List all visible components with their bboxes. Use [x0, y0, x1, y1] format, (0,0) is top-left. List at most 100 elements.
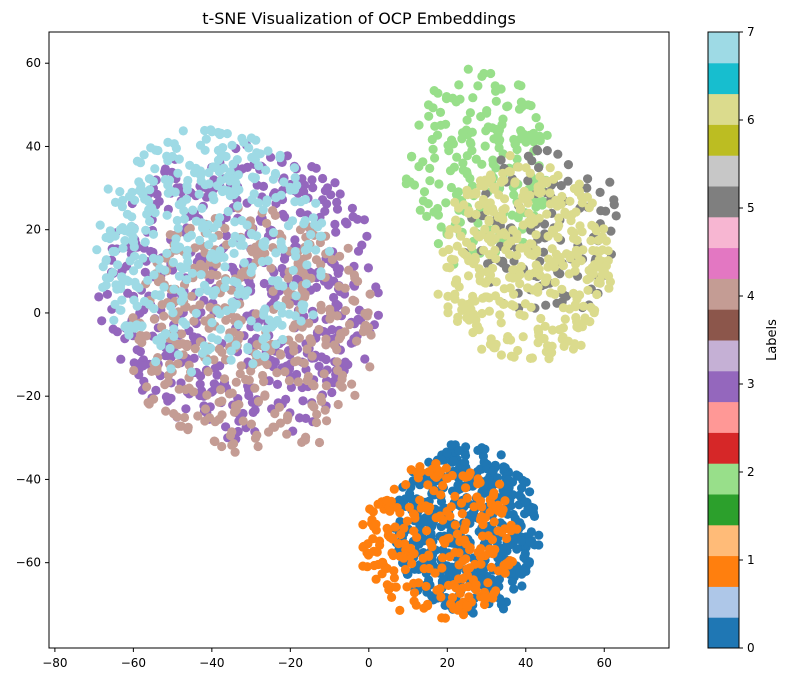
scatter-point: [389, 484, 399, 494]
scatter-point: [251, 309, 261, 319]
scatter-point: [503, 101, 513, 111]
scatter-point: [229, 407, 240, 417]
scatter-point: [385, 532, 395, 542]
scatter-point: [134, 177, 144, 187]
scatter-point: [514, 490, 525, 500]
y-tick-label: 20: [26, 223, 41, 237]
scatter-point: [289, 163, 300, 173]
scatter-point: [271, 339, 281, 349]
scatter-point: [484, 306, 494, 316]
scatter-point: [414, 161, 424, 172]
scatter-point: [260, 390, 270, 400]
scatter-point: [480, 593, 490, 603]
y-tick-label: −40: [16, 472, 41, 486]
scatter-point: [415, 495, 425, 505]
scatter-point: [503, 475, 513, 485]
scatter-point: [433, 239, 443, 249]
scatter-point: [160, 380, 170, 390]
scatter-point: [233, 320, 243, 330]
scatter-point: [496, 350, 506, 360]
scatter-point: [126, 221, 137, 231]
scatter-point: [576, 191, 587, 202]
scatter-point: [489, 517, 499, 527]
scatter-point: [169, 284, 179, 294]
scatter-point: [486, 562, 496, 573]
scatter-point: [194, 287, 204, 297]
scatter-point: [553, 149, 563, 159]
scatter-point: [473, 218, 483, 228]
scatter-point: [226, 355, 236, 365]
scatter-point: [446, 440, 456, 450]
scatter-point: [137, 337, 147, 348]
scatter-point: [248, 407, 258, 417]
scatter-point: [190, 344, 200, 354]
scatter-point: [207, 318, 217, 328]
scatter-point: [239, 267, 249, 277]
scatter-point: [166, 186, 176, 196]
scatter-point: [242, 220, 252, 230]
scatter-point: [344, 319, 355, 330]
scatter-point: [577, 227, 587, 237]
scatter-point: [322, 416, 332, 426]
scatter-point: [533, 185, 543, 196]
scatter-point: [282, 415, 292, 425]
scatter-point: [263, 146, 273, 156]
scatter-point: [174, 271, 184, 281]
scatter-point: [174, 154, 184, 164]
scatter-point: [230, 447, 240, 457]
scatter-point: [452, 241, 462, 251]
scatter-point: [551, 195, 561, 205]
colorbar-segment: [708, 494, 739, 526]
scatter-point: [490, 81, 500, 91]
scatter-point: [278, 334, 288, 345]
scatter-point: [315, 231, 325, 241]
colorbar-segment: [708, 586, 739, 618]
scatter-point: [212, 335, 223, 345]
scatter-point: [110, 197, 121, 207]
scatter-point: [302, 260, 312, 270]
scatter-point: [220, 262, 230, 272]
scatter-point: [243, 345, 253, 355]
scatter-point: [442, 473, 452, 483]
scatter-point: [281, 394, 291, 404]
scatter-point: [229, 439, 239, 449]
scatter-point: [399, 553, 409, 563]
scatter-point: [169, 324, 179, 334]
scatter-point: [320, 405, 330, 415]
scatter-point: [508, 225, 518, 235]
scatter-point: [363, 263, 373, 273]
scatter-point: [268, 422, 278, 432]
scatter-point: [362, 311, 372, 321]
scatter-point: [526, 101, 536, 111]
scatter-point: [321, 334, 331, 344]
scatter-point: [155, 263, 165, 273]
scatter-point: [117, 295, 127, 305]
scatter-point: [519, 311, 529, 321]
scatter-point: [406, 493, 416, 503]
colorbar: 0 1 2 3 4 5 6 7: [707, 25, 755, 655]
scatter-point: [216, 128, 226, 138]
scatter-point: [527, 239, 537, 249]
scatter-point: [311, 282, 322, 292]
scatter-point: [129, 266, 139, 276]
scatter-point: [465, 108, 475, 118]
scatter-point: [496, 318, 506, 328]
scatter-point: [202, 390, 212, 400]
scatter-point: [508, 273, 518, 283]
scatter-point: [463, 208, 474, 218]
scatter-point: [485, 170, 496, 180]
scatter-point: [361, 320, 371, 330]
scatter-point: [516, 81, 526, 91]
scatter-point: [224, 389, 235, 399]
scatter-point: [424, 550, 434, 560]
scatter-point: [188, 387, 199, 397]
scatter-point: [229, 248, 239, 258]
scatter-point: [314, 324, 324, 335]
scatter-point: [385, 506, 395, 516]
scatter-point: [347, 203, 357, 213]
scatter-point: [434, 179, 444, 189]
scatter-point: [232, 155, 242, 165]
scatter-point: [145, 216, 155, 226]
colorbar-tick-label: 1: [747, 553, 755, 567]
scatter-point: [260, 352, 270, 362]
